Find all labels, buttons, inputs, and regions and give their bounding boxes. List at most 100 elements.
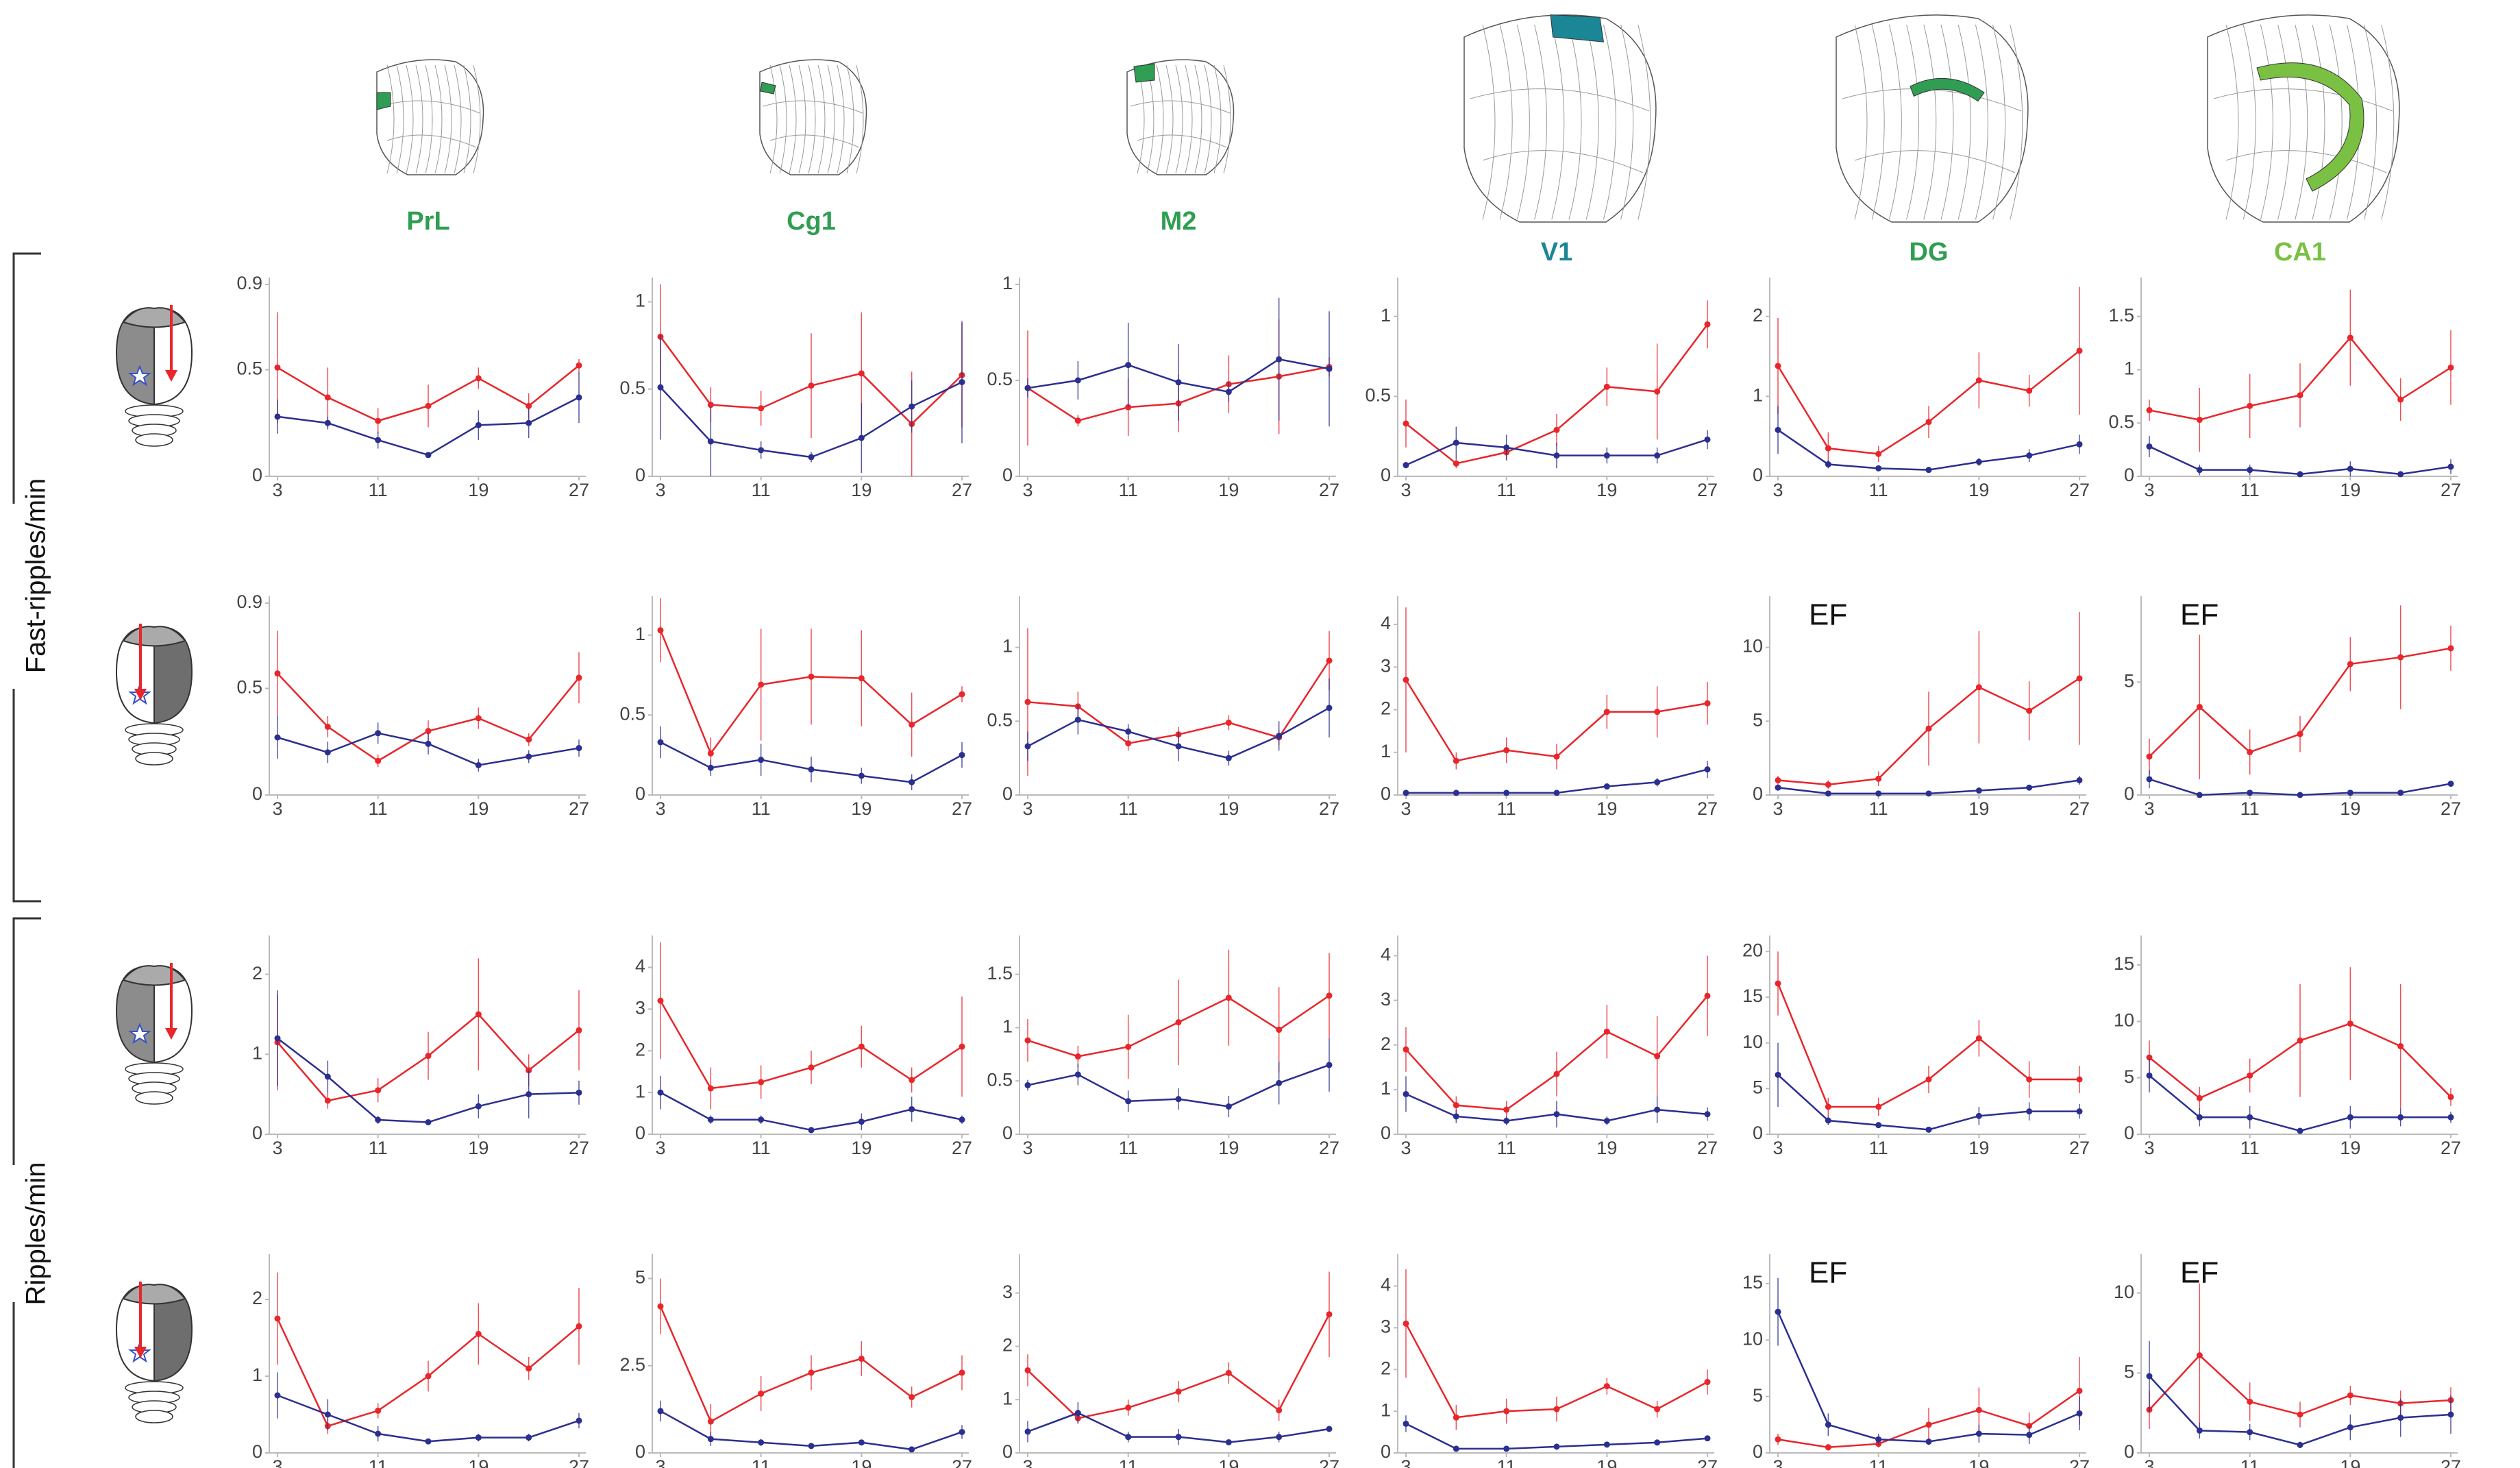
point: [1775, 1072, 1781, 1078]
x-tick-label: 27: [1319, 1456, 1339, 1468]
point: [576, 1027, 582, 1033]
point: [526, 420, 532, 426]
point: [2147, 1373, 2153, 1380]
x-tick-label: 3: [2144, 480, 2154, 500]
y-tick-label: 20: [1742, 940, 1763, 960]
point: [1503, 445, 1509, 451]
point: [1025, 699, 1031, 705]
point: [1125, 1434, 1131, 1440]
y-tick-label: 2: [1381, 698, 1391, 719]
point: [1326, 366, 1333, 372]
y-tick-label: 0: [1381, 783, 1391, 804]
point: [1926, 1439, 1932, 1445]
x-tick-label: 19: [1968, 1138, 1989, 1158]
point: [708, 1419, 714, 1425]
point: [2026, 452, 2032, 458]
x-tick-label: 3: [1400, 798, 1411, 819]
point: [1075, 417, 1081, 424]
point: [758, 682, 764, 688]
point: [1705, 321, 1711, 328]
y-tick-label: 0: [252, 465, 262, 485]
point: [1075, 717, 1081, 723]
point: [1604, 709, 1610, 715]
point: [1825, 781, 1831, 787]
point: [1025, 1038, 1031, 1044]
x-tick-label: 27: [569, 1456, 589, 1468]
x-tick-label: 11: [369, 798, 388, 819]
point: [2397, 471, 2404, 477]
point: [1453, 758, 1459, 764]
point: [1276, 1434, 1282, 1440]
point: [425, 1373, 432, 1380]
point: [1604, 1118, 1610, 1124]
point: [2347, 1424, 2354, 1430]
point: [576, 1090, 582, 1096]
y-tick-label: 1: [2124, 358, 2134, 379]
annotation: EF: [1809, 598, 1847, 632]
x-tick-label: 11: [752, 798, 771, 819]
point: [2077, 1108, 2083, 1114]
x-tick-label: 27: [2069, 1456, 2090, 1468]
point: [909, 1077, 915, 1083]
point: [1025, 1367, 1031, 1373]
x-tick-label: 11: [369, 1138, 388, 1158]
x-tick-label: 3: [272, 1138, 282, 1158]
point: [808, 454, 815, 461]
x-tick-label: 19: [1218, 480, 1239, 500]
point: [1976, 1036, 1982, 1042]
point: [1604, 384, 1610, 390]
y-tick-label: 0.5: [2108, 411, 2134, 432]
x-tick-label: 3: [655, 1138, 665, 1158]
x-tick-label: 3: [1022, 1138, 1033, 1158]
point: [1326, 1311, 1333, 1317]
point: [1503, 790, 1509, 796]
y-tick-label: 10: [2114, 1010, 2134, 1030]
point: [2347, 1393, 2354, 1399]
point: [1775, 981, 1781, 987]
point: [1125, 1098, 1131, 1104]
y-tick-label: 0: [1381, 465, 1391, 485]
y-tick-label: 0.5: [987, 1069, 1013, 1090]
point: [708, 1436, 714, 1442]
point: [2197, 467, 2203, 473]
point: [2247, 1073, 2253, 1079]
y-tick-label: 1: [1753, 384, 1763, 405]
x-tick-label: 27: [1697, 798, 1718, 819]
x-tick-label: 27: [2441, 1456, 2461, 1468]
point: [1705, 1435, 1711, 1441]
point: [909, 404, 915, 410]
y-tick-label: 0: [1753, 1441, 1763, 1462]
point: [1403, 1047, 1409, 1053]
point: [2026, 708, 2032, 714]
point: [2077, 675, 2083, 681]
point: [1453, 1445, 1459, 1452]
x-tick-label: 11: [1497, 480, 1516, 500]
annotation: EF: [1809, 1256, 1847, 1290]
x-tick-label: 19: [1596, 1138, 1617, 1158]
point: [1503, 1445, 1509, 1452]
point: [425, 1119, 432, 1125]
point: [576, 1323, 582, 1330]
x-tick-label: 3: [1400, 480, 1411, 500]
point: [1226, 1370, 1232, 1376]
point: [1875, 1104, 1881, 1110]
y-tick-label: 0.5: [1365, 384, 1391, 405]
point: [1705, 437, 1711, 443]
y-tick-label: 15: [1742, 1272, 1763, 1293]
point: [1654, 1406, 1660, 1412]
point: [2397, 790, 2404, 796]
x-tick-label: 27: [2069, 480, 2090, 500]
x-tick-label: 3: [1022, 1456, 1033, 1468]
y-tick-label: 10: [2114, 1282, 2134, 1302]
x-tick-label: 11: [369, 1456, 388, 1468]
y-tick-label: 1: [1002, 273, 1013, 293]
point: [2347, 661, 2354, 667]
x-tick-label: 11: [1869, 1138, 1888, 1158]
point: [808, 1064, 815, 1071]
point: [576, 363, 582, 369]
point: [2297, 392, 2303, 398]
point: [758, 757, 764, 763]
x-tick-label: 27: [2069, 1138, 2090, 1158]
y-tick-label: 0.9: [236, 591, 262, 612]
y-tick-label: 1: [1381, 1078, 1391, 1099]
